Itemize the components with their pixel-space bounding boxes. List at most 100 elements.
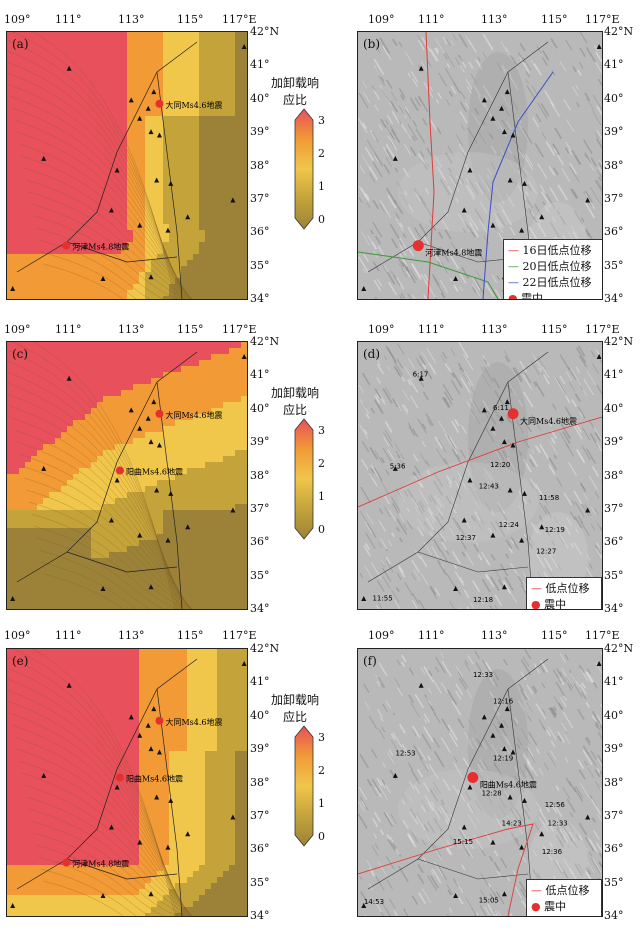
map-frame: 大同Ms4.6地震 河津Ms4.8地震 (a) bbox=[6, 31, 248, 300]
station-marker bbox=[10, 902, 16, 908]
station-marker bbox=[66, 682, 72, 688]
arrival-time-label: 14:53 bbox=[364, 898, 384, 906]
colorbar-ramp bbox=[294, 725, 314, 847]
lon-tick: 115° bbox=[177, 13, 204, 26]
lat-tick: 39° bbox=[250, 125, 270, 139]
arrival-time-label: 15:05 bbox=[479, 896, 499, 904]
station-marker bbox=[501, 891, 507, 897]
lon-tick: 113° bbox=[481, 629, 508, 642]
displacement-line bbox=[425, 32, 435, 299]
earthquake-label: 大同Ms4.6地震 bbox=[520, 416, 577, 426]
epicenter-marker bbox=[155, 99, 164, 108]
lat-tick: 42°N bbox=[604, 335, 634, 348]
station-marker bbox=[519, 227, 525, 233]
station-marker bbox=[585, 197, 591, 203]
arrival-time-label: 12:28 bbox=[482, 790, 502, 798]
lat-tick: 41° bbox=[250, 675, 270, 689]
station-marker bbox=[154, 794, 160, 800]
station-marker bbox=[148, 274, 154, 280]
station-marker bbox=[100, 585, 106, 591]
lon-tick: 111° bbox=[55, 629, 82, 642]
lon-tick: 117°E bbox=[585, 13, 620, 26]
lat-tick: 35° bbox=[604, 258, 624, 272]
legend-box: — 16日低点位移 — 20日低点位移 — 22日低点位移 ● 震中 bbox=[503, 239, 602, 299]
panel-label: (a) bbox=[12, 37, 29, 51]
station-marker bbox=[481, 714, 487, 720]
lon-tick: 111° bbox=[418, 323, 445, 336]
epicenter-marker bbox=[155, 409, 164, 418]
station-marker bbox=[41, 772, 47, 778]
legend-item: — 22日低点位移 bbox=[508, 276, 592, 289]
station-marker bbox=[392, 772, 398, 778]
station-marker bbox=[154, 487, 160, 493]
station-marker bbox=[501, 584, 507, 590]
station-marker bbox=[108, 517, 114, 523]
lon-tick: 113° bbox=[481, 13, 508, 26]
lat-tick: 35° bbox=[250, 875, 270, 889]
station-marker bbox=[156, 132, 162, 138]
station-marker bbox=[490, 222, 496, 228]
lon-tick: 115° bbox=[541, 323, 568, 336]
legend-item: — 20日低点位移 bbox=[508, 260, 592, 273]
epicenter-marker bbox=[412, 240, 424, 252]
lat-tick: 38° bbox=[250, 158, 270, 172]
arrival-time-label: 12:33 bbox=[548, 820, 568, 828]
lat-tick: 39° bbox=[604, 125, 624, 139]
lon-tick: 115° bbox=[177, 323, 204, 336]
lon-tick: 115° bbox=[177, 629, 204, 642]
station-marker bbox=[156, 749, 162, 755]
lon-tick: 111° bbox=[55, 323, 82, 336]
station-marker bbox=[151, 706, 157, 712]
station-marker bbox=[10, 595, 16, 601]
earthquake-label: 大同Ms4.6地震 bbox=[165, 410, 222, 420]
legend-item: — 16日低点位移 bbox=[508, 244, 592, 257]
station-marker bbox=[230, 197, 236, 203]
station-marker bbox=[114, 477, 120, 483]
station-marker bbox=[510, 132, 516, 138]
lon-tick: 115° bbox=[541, 629, 568, 642]
lat-tick: 34° bbox=[250, 292, 270, 306]
station-marker bbox=[100, 275, 106, 281]
station-marker bbox=[539, 831, 545, 837]
lat-tick: 37° bbox=[604, 192, 624, 205]
arrival-time-label: 12:18 bbox=[473, 596, 493, 604]
lon-tick: 111° bbox=[418, 13, 445, 26]
earthquake-label: 大同Ms4.6地震 bbox=[165, 717, 222, 727]
station-marker bbox=[361, 285, 367, 291]
lat-tick: 40° bbox=[250, 91, 270, 105]
arrival-time-label: 12:36 bbox=[542, 848, 563, 856]
colorbar-tick: 3 bbox=[318, 424, 325, 437]
arrival-time-label: 12:19 bbox=[493, 754, 513, 762]
station-marker bbox=[507, 487, 513, 493]
lon-tick: 117°E bbox=[585, 629, 620, 642]
station-marker bbox=[148, 584, 154, 590]
lon-tick: 109° bbox=[4, 629, 31, 642]
lat-tick: 41° bbox=[250, 368, 270, 382]
legend-box: — 低点位移 ● 震中 bbox=[526, 879, 602, 916]
epicenter-marker bbox=[507, 408, 519, 420]
lat-tick: 40° bbox=[250, 401, 270, 415]
lat-tick: 34° bbox=[604, 292, 624, 306]
lat-tick: 38° bbox=[604, 158, 624, 172]
lat-tick: 41° bbox=[604, 675, 624, 689]
lat-tick: 38° bbox=[250, 775, 270, 789]
arrival-time-label: 14:23 bbox=[502, 820, 522, 828]
colorbar-tick: 2 bbox=[318, 764, 325, 777]
panel-label: (d) bbox=[363, 347, 381, 361]
lon-tick: 113° bbox=[118, 323, 145, 336]
legend-item: — 低点位移 bbox=[531, 884, 590, 897]
lon-tick: 113° bbox=[118, 629, 145, 642]
lat-tick: 38° bbox=[250, 468, 270, 482]
lat-tick: 42°N bbox=[250, 335, 280, 348]
lat-tick: 34° bbox=[250, 909, 270, 923]
station-marker bbox=[504, 89, 510, 95]
lon-tick: 113° bbox=[118, 13, 145, 26]
relief-map-frame: 12:33 12:16 12:53 12:19 12:28 12:56 14:23 12:33… bbox=[357, 648, 603, 917]
station-marker bbox=[467, 784, 473, 790]
station-marker bbox=[510, 442, 516, 448]
lat-tick: 40° bbox=[604, 708, 624, 722]
station-marker bbox=[467, 167, 473, 173]
lat-tick: 35° bbox=[604, 568, 624, 582]
lat-tick: 36° bbox=[250, 225, 270, 239]
station-marker bbox=[521, 797, 527, 803]
